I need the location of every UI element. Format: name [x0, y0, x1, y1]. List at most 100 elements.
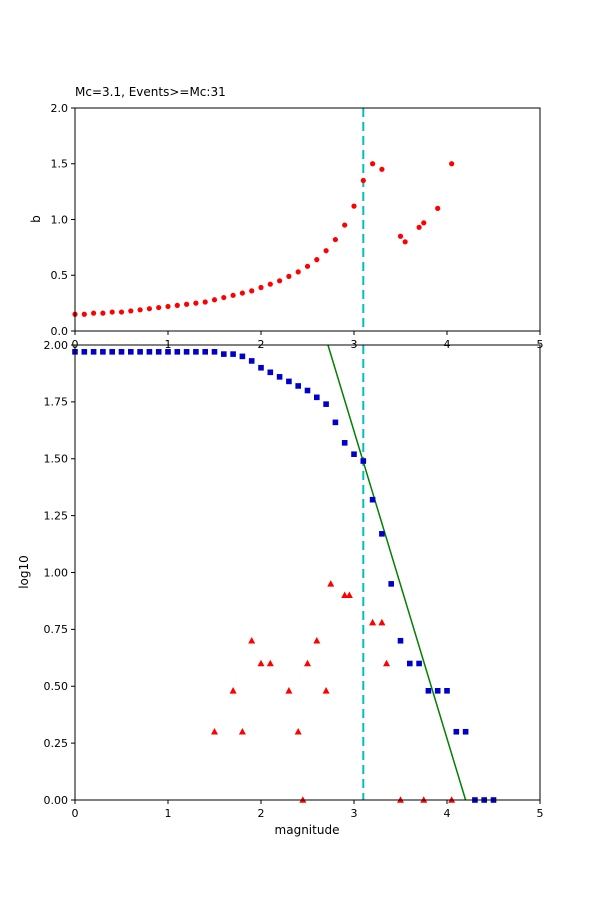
data-point: [81, 311, 87, 317]
data-point: [90, 349, 97, 355]
data-point: [453, 728, 460, 735]
data-point: [294, 727, 302, 735]
data-point: [249, 288, 255, 294]
data-point: [193, 300, 199, 306]
top-y-axis-label: b: [29, 215, 43, 223]
data-point: [313, 636, 321, 644]
data-point: [193, 349, 199, 355]
data-point: [369, 618, 377, 626]
data-point: [444, 688, 450, 694]
data-point: [239, 290, 245, 296]
subplot-1: 0 1 2 3 4 5 0.00 0.25 0.50 0.75 1.00 1.25 1.50 1.75 2.…: [44, 339, 544, 820]
data-point: [221, 351, 227, 357]
x-tick-label: 4: [444, 807, 451, 820]
data-point: [435, 205, 441, 211]
data-point: [230, 292, 236, 298]
data-point: [425, 688, 432, 694]
x-tick-label: 2: [258, 807, 265, 820]
data-point: [174, 302, 180, 308]
data-point: [286, 273, 292, 279]
data-point: [100, 310, 106, 316]
data-point: [327, 580, 335, 587]
data-point: [221, 294, 227, 301]
data-point: [91, 310, 97, 316]
data-point: [449, 161, 455, 167]
y-tick-label: 1.75: [44, 396, 69, 409]
data-point: [155, 349, 162, 355]
data-point: [370, 161, 376, 167]
data-point: [165, 303, 171, 310]
data-point: [332, 236, 338, 243]
data-point: [304, 387, 311, 394]
data-point: [379, 531, 385, 537]
data-point: [109, 309, 115, 315]
y-tick-label: 0.5: [51, 269, 69, 282]
data-point: [295, 383, 301, 389]
data-point: [314, 257, 320, 263]
data-point: [332, 419, 339, 426]
data-point: [211, 297, 218, 303]
data-point: [360, 458, 367, 464]
data-point: [285, 687, 293, 694]
y-tick-label: 0.25: [44, 737, 69, 750]
y-tick-label: 0.00: [44, 794, 69, 807]
y-tick-label: 0.50: [44, 680, 69, 693]
data-point: [304, 659, 311, 667]
data-point: [183, 349, 190, 355]
y-tick-label: 2.0: [51, 102, 69, 115]
y-tick-label: 1.0: [51, 213, 69, 226]
y-tick-label: 2.00: [44, 339, 69, 352]
data-point: [378, 618, 386, 626]
x-tick-label: 5: [537, 807, 544, 820]
data-point: [248, 636, 256, 644]
data-point: [277, 278, 283, 284]
data-point: [230, 351, 236, 357]
series-b_value: [72, 161, 455, 317]
data-point: [322, 687, 330, 694]
data-point: [383, 659, 391, 667]
y-tick-label: 1.00: [44, 566, 69, 579]
data-point: [286, 378, 292, 385]
y-tick-label: 1.25: [44, 509, 69, 522]
data-point: [118, 349, 125, 355]
data-point: [388, 581, 394, 587]
x-tick-label: 1: [165, 807, 172, 820]
data-point: [137, 307, 143, 313]
data-point: [174, 349, 181, 355]
axes-frame: [74, 107, 541, 332]
y-tick-label: 1.5: [51, 158, 69, 171]
data-point: [341, 440, 348, 446]
data-point: [342, 222, 348, 228]
series-cumulative_count: [72, 349, 497, 803]
data-point: [100, 349, 106, 355]
data-point: [137, 349, 143, 355]
x-tick-label: 3: [351, 807, 358, 820]
data-point: [323, 248, 329, 254]
data-point: [229, 687, 237, 694]
data-point: [266, 659, 274, 667]
data-point: [416, 660, 422, 667]
data-point: [146, 349, 153, 355]
chart-title: Mc=3.1, Events>=Mc:31: [75, 85, 226, 99]
data-point: [118, 309, 125, 315]
data-point: [341, 591, 349, 599]
data-point: [257, 659, 265, 667]
data-point: [258, 284, 264, 291]
data-point: [416, 224, 422, 230]
data-point: [165, 349, 171, 355]
data-point: [304, 263, 311, 269]
data-point: [81, 349, 88, 355]
data-point: [202, 299, 208, 305]
data-point: [238, 727, 246, 735]
data-point: [128, 349, 134, 355]
data-point: [295, 269, 301, 275]
data-point: [156, 304, 162, 311]
series-event_count: [211, 580, 456, 803]
y-tick-label: 1.50: [44, 453, 69, 466]
data-point: [211, 727, 218, 735]
data-point: [360, 177, 366, 184]
x-tick-label: 0: [72, 807, 79, 820]
